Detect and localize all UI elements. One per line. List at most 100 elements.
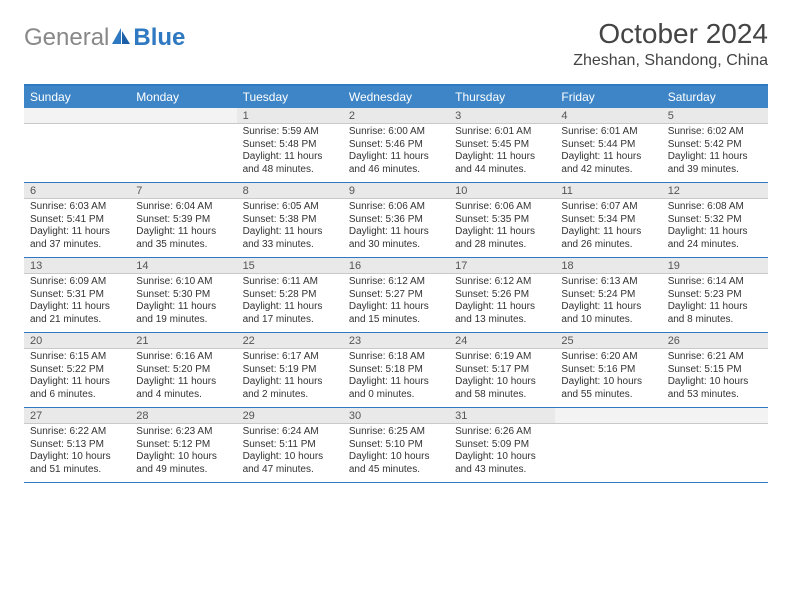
daylight-text: Daylight: 11 hours and 19 minutes. xyxy=(136,301,230,326)
sunrise-text: Sunrise: 6:23 AM xyxy=(136,426,230,439)
day-number: 10 xyxy=(449,183,555,199)
day-cell: 9Sunrise: 6:06 AMSunset: 5:36 PMDaylight… xyxy=(343,183,449,257)
day-body: Sunrise: 6:13 AMSunset: 5:24 PMDaylight:… xyxy=(555,274,661,332)
day-number: 30 xyxy=(343,408,449,424)
day-number: 16 xyxy=(343,258,449,274)
sunrise-text: Sunrise: 6:20 AM xyxy=(561,351,655,364)
daylight-text: Daylight: 11 hours and 42 minutes. xyxy=(561,151,655,176)
day-body: Sunrise: 6:25 AMSunset: 5:10 PMDaylight:… xyxy=(343,424,449,482)
day-cell: 11Sunrise: 6:07 AMSunset: 5:34 PMDayligh… xyxy=(555,183,661,257)
daylight-text: Daylight: 11 hours and 0 minutes. xyxy=(349,376,443,401)
sunrise-text: Sunrise: 6:16 AM xyxy=(136,351,230,364)
day-number: 11 xyxy=(555,183,661,199)
day-number xyxy=(662,408,768,424)
sunrise-text: Sunrise: 6:24 AM xyxy=(243,426,337,439)
day-number: 27 xyxy=(24,408,130,424)
day-body: Sunrise: 6:23 AMSunset: 5:12 PMDaylight:… xyxy=(130,424,236,482)
day-cell: 18Sunrise: 6:13 AMSunset: 5:24 PMDayligh… xyxy=(555,258,661,332)
sunrise-text: Sunrise: 6:12 AM xyxy=(349,276,443,289)
day-number: 3 xyxy=(449,108,555,124)
day-body: Sunrise: 6:21 AMSunset: 5:15 PMDaylight:… xyxy=(662,349,768,407)
daylight-text: Daylight: 10 hours and 45 minutes. xyxy=(349,451,443,476)
sunset-text: Sunset: 5:39 PM xyxy=(136,214,230,227)
day-cell: 19Sunrise: 6:14 AMSunset: 5:23 PMDayligh… xyxy=(662,258,768,332)
sunset-text: Sunset: 5:30 PM xyxy=(136,289,230,302)
day-number: 17 xyxy=(449,258,555,274)
dayname-sunday: Sunday xyxy=(24,86,130,108)
day-number: 5 xyxy=(662,108,768,124)
day-cell: 13Sunrise: 6:09 AMSunset: 5:31 PMDayligh… xyxy=(24,258,130,332)
day-cell: 25Sunrise: 6:20 AMSunset: 5:16 PMDayligh… xyxy=(555,333,661,407)
day-cell: 10Sunrise: 6:06 AMSunset: 5:35 PMDayligh… xyxy=(449,183,555,257)
day-cell: 26Sunrise: 6:21 AMSunset: 5:15 PMDayligh… xyxy=(662,333,768,407)
sunset-text: Sunset: 5:09 PM xyxy=(455,439,549,452)
sunset-text: Sunset: 5:48 PM xyxy=(243,139,337,152)
day-number: 24 xyxy=(449,333,555,349)
sunset-text: Sunset: 5:41 PM xyxy=(30,214,124,227)
day-number: 4 xyxy=(555,108,661,124)
sunset-text: Sunset: 5:38 PM xyxy=(243,214,337,227)
sunset-text: Sunset: 5:44 PM xyxy=(561,139,655,152)
day-cell: 20Sunrise: 6:15 AMSunset: 5:22 PMDayligh… xyxy=(24,333,130,407)
day-body xyxy=(662,424,768,480)
month-title: October 2024 xyxy=(573,18,768,50)
day-number: 2 xyxy=(343,108,449,124)
daylight-text: Daylight: 11 hours and 17 minutes. xyxy=(243,301,337,326)
daylight-text: Daylight: 11 hours and 44 minutes. xyxy=(455,151,549,176)
day-number: 12 xyxy=(662,183,768,199)
day-cell: 31Sunrise: 6:26 AMSunset: 5:09 PMDayligh… xyxy=(449,408,555,482)
day-cell: 8Sunrise: 6:05 AMSunset: 5:38 PMDaylight… xyxy=(237,183,343,257)
dayname-monday: Monday xyxy=(130,86,236,108)
day-number: 20 xyxy=(24,333,130,349)
sunrise-text: Sunrise: 6:02 AM xyxy=(668,126,762,139)
day-number: 28 xyxy=(130,408,236,424)
day-cell xyxy=(662,408,768,482)
day-cell: 23Sunrise: 6:18 AMSunset: 5:18 PMDayligh… xyxy=(343,333,449,407)
sunset-text: Sunset: 5:11 PM xyxy=(243,439,337,452)
sunset-text: Sunset: 5:18 PM xyxy=(349,364,443,377)
sunset-text: Sunset: 5:22 PM xyxy=(30,364,124,377)
sunrise-text: Sunrise: 6:09 AM xyxy=(30,276,124,289)
sunrise-text: Sunrise: 6:10 AM xyxy=(136,276,230,289)
daylight-text: Daylight: 11 hours and 26 minutes. xyxy=(561,226,655,251)
week-row: 13Sunrise: 6:09 AMSunset: 5:31 PMDayligh… xyxy=(24,258,768,333)
daylight-text: Daylight: 11 hours and 24 minutes. xyxy=(668,226,762,251)
calendar: Sunday Monday Tuesday Wednesday Thursday… xyxy=(24,84,768,483)
daylight-text: Daylight: 10 hours and 53 minutes. xyxy=(668,376,762,401)
day-body: Sunrise: 6:20 AMSunset: 5:16 PMDaylight:… xyxy=(555,349,661,407)
sunset-text: Sunset: 5:12 PM xyxy=(136,439,230,452)
daylight-text: Daylight: 11 hours and 33 minutes. xyxy=(243,226,337,251)
sunrise-text: Sunrise: 6:08 AM xyxy=(668,201,762,214)
sunset-text: Sunset: 5:32 PM xyxy=(668,214,762,227)
logo-text-blue: Blue xyxy=(133,24,185,52)
day-number: 15 xyxy=(237,258,343,274)
sunrise-text: Sunrise: 6:26 AM xyxy=(455,426,549,439)
day-cell: 15Sunrise: 6:11 AMSunset: 5:28 PMDayligh… xyxy=(237,258,343,332)
sunrise-text: Sunrise: 6:21 AM xyxy=(668,351,762,364)
day-cell: 30Sunrise: 6:25 AMSunset: 5:10 PMDayligh… xyxy=(343,408,449,482)
day-number xyxy=(555,408,661,424)
day-number: 31 xyxy=(449,408,555,424)
day-body: Sunrise: 6:09 AMSunset: 5:31 PMDaylight:… xyxy=(24,274,130,332)
day-number xyxy=(130,108,236,124)
daylight-text: Daylight: 11 hours and 28 minutes. xyxy=(455,226,549,251)
day-cell: 17Sunrise: 6:12 AMSunset: 5:26 PMDayligh… xyxy=(449,258,555,332)
day-body xyxy=(130,124,236,180)
day-number: 26 xyxy=(662,333,768,349)
sunset-text: Sunset: 5:34 PM xyxy=(561,214,655,227)
sunset-text: Sunset: 5:45 PM xyxy=(455,139,549,152)
sunset-text: Sunset: 5:26 PM xyxy=(455,289,549,302)
sunrise-text: Sunrise: 6:01 AM xyxy=(561,126,655,139)
daylight-text: Daylight: 10 hours and 58 minutes. xyxy=(455,376,549,401)
day-body: Sunrise: 6:22 AMSunset: 5:13 PMDaylight:… xyxy=(24,424,130,482)
dayname-thursday: Thursday xyxy=(449,86,555,108)
header: General Blue October 2024 Zheshan, Shand… xyxy=(24,18,768,70)
day-body: Sunrise: 6:12 AMSunset: 5:27 PMDaylight:… xyxy=(343,274,449,332)
daylight-text: Daylight: 11 hours and 15 minutes. xyxy=(349,301,443,326)
sunset-text: Sunset: 5:16 PM xyxy=(561,364,655,377)
logo-sail-icon xyxy=(111,27,131,45)
day-number: 21 xyxy=(130,333,236,349)
day-body: Sunrise: 6:06 AMSunset: 5:36 PMDaylight:… xyxy=(343,199,449,257)
day-body: Sunrise: 6:06 AMSunset: 5:35 PMDaylight:… xyxy=(449,199,555,257)
daylight-text: Daylight: 11 hours and 13 minutes. xyxy=(455,301,549,326)
